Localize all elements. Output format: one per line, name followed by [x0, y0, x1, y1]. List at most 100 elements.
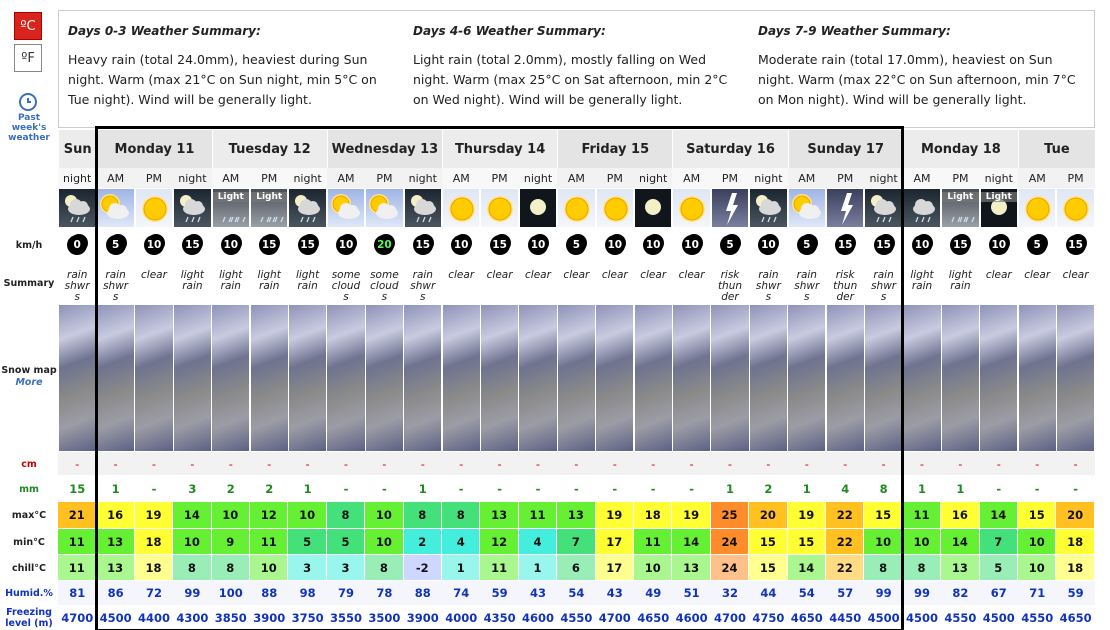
- summary-cell: light rain: [180, 269, 205, 292]
- min-temp: 11: [634, 529, 673, 555]
- clock-icon: [19, 93, 37, 111]
- weather-icon: [481, 189, 518, 227]
- max-temp: 12: [250, 502, 289, 529]
- time-label: PM: [250, 168, 289, 188]
- freezing-value: 4650: [787, 606, 826, 630]
- time-label: PM: [134, 168, 174, 188]
- humidity-value: 57: [826, 581, 865, 606]
- day-header: Tuesday 12: [211, 130, 327, 168]
- icon-label: Light: [980, 192, 1017, 202]
- snow-map: [327, 305, 365, 451]
- snow-value: -: [902, 452, 942, 476]
- chill-temp: 3: [326, 555, 366, 581]
- min-temp: 15: [749, 529, 788, 555]
- time-label: PM: [480, 168, 519, 188]
- freezing-value: 3850: [211, 606, 250, 630]
- wind-icon: 15: [873, 235, 894, 255]
- snow-value: -: [1018, 452, 1057, 476]
- summary-cell: clear: [525, 269, 551, 281]
- weather-icon: [788, 189, 825, 227]
- weather-icon: Light: [980, 189, 1017, 227]
- rain-value: -: [365, 476, 404, 502]
- summary-cell: clear: [486, 269, 513, 281]
- rain-value: -: [480, 476, 519, 502]
- time-label: night: [58, 168, 97, 188]
- snow-value: -: [710, 452, 750, 476]
- min-temp: 10: [864, 529, 903, 555]
- snow-value: -: [979, 452, 1018, 476]
- summary-cell: rain shwrs: [103, 269, 129, 303]
- max-temp: 8: [403, 502, 442, 529]
- min-temp: 11: [58, 529, 97, 555]
- wind-icon: 5: [1027, 235, 1048, 255]
- past-weather-link[interactable]: Past week's weather: [8, 113, 50, 143]
- min-temp: 10: [365, 529, 404, 555]
- snow-map: [903, 305, 941, 451]
- freezing-value: 4500: [96, 606, 135, 630]
- freezing-value: 4700: [595, 606, 634, 630]
- day-header: Saturday 16: [672, 130, 788, 168]
- humidity-value: 81: [58, 581, 97, 606]
- time-label: AM: [557, 168, 596, 188]
- summary-cell: clear: [985, 269, 1012, 281]
- freezing-value: 4500: [864, 606, 903, 630]
- snow-map: [212, 305, 250, 451]
- snow-map: [941, 305, 980, 451]
- humidity-value: 54: [787, 581, 826, 606]
- summary-title: Days 4-6 Weather Summary:: [413, 24, 606, 38]
- humidity-value: 72: [134, 581, 174, 606]
- time-label: night: [288, 168, 327, 188]
- snow-map: [826, 305, 864, 451]
- humidity-value: 67: [979, 581, 1018, 606]
- freezing-value: 4300: [173, 606, 212, 630]
- max-temp: 15: [864, 502, 903, 529]
- min-temp: 24: [710, 529, 750, 555]
- icon-label: Light: [942, 192, 979, 202]
- celsius-button[interactable]: ºC: [14, 12, 42, 40]
- snow-map: [135, 305, 173, 451]
- rain-value: -: [672, 476, 711, 502]
- max-temp: 14: [173, 502, 212, 529]
- freezing-value: 4600: [672, 606, 711, 630]
- row-label: min°C: [13, 536, 45, 548]
- min-temp: 7: [557, 529, 596, 555]
- snow-value: -: [442, 452, 481, 476]
- time-label: AM: [672, 168, 711, 188]
- snow-value: -: [173, 452, 212, 476]
- rain-value: 1: [403, 476, 442, 502]
- rain-value: -: [595, 476, 634, 502]
- min-temp: 15: [787, 529, 826, 555]
- freezing-value: 4500: [902, 606, 942, 630]
- wind-icon: 10: [528, 235, 548, 255]
- chill-temp: -2: [403, 555, 442, 581]
- humidity-value: 88: [403, 581, 442, 606]
- time-label: PM: [710, 168, 750, 188]
- freezing-value: 4000: [442, 606, 481, 630]
- max-temp: 21: [58, 502, 97, 529]
- row-label: Snow map: [1, 365, 57, 376]
- chill-temp: 18: [1056, 555, 1095, 581]
- chill-temp: 8: [365, 555, 404, 581]
- wind-icon: 5: [720, 235, 740, 255]
- time-label: night: [864, 168, 903, 188]
- snow-value: -: [864, 452, 903, 476]
- time-label: PM: [365, 168, 404, 188]
- more-link[interactable]: More: [15, 377, 43, 388]
- summary-cell: clear: [563, 269, 590, 281]
- row-label: Freezing level (m): [5, 607, 53, 629]
- snow-map: [519, 305, 557, 451]
- snow-map: [864, 305, 903, 451]
- day-header: Tue: [1018, 130, 1095, 168]
- rain-value: -: [1056, 476, 1095, 502]
- row-label: cm: [21, 458, 37, 470]
- humidity-value: 98: [288, 581, 327, 606]
- day-header: Sunday 17: [787, 130, 903, 168]
- time-label: AM: [787, 168, 826, 188]
- weather-icon: [519, 189, 557, 227]
- max-temp: 16: [941, 502, 980, 529]
- humidity-value: 78: [365, 581, 404, 606]
- rain-value: -: [134, 476, 174, 502]
- fahrenheit-button[interactable]: ºF: [14, 44, 42, 72]
- row-label: km/h: [15, 239, 43, 251]
